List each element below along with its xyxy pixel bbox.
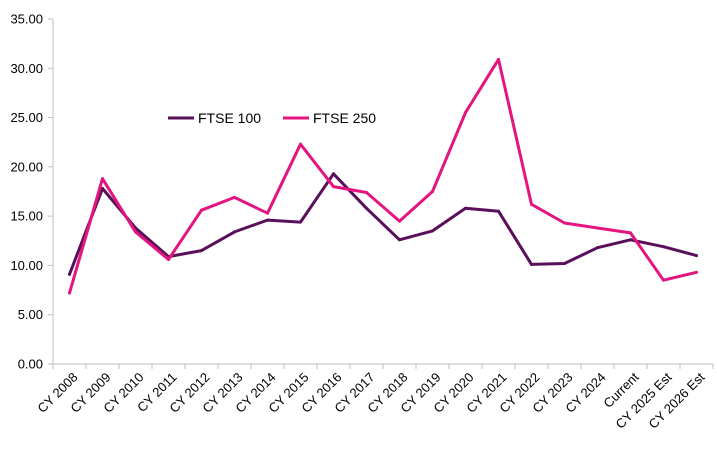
- data-point-ftse-250: [233, 195, 236, 199]
- data-point-ftse-250: [596, 226, 599, 230]
- y-tick-label: 20.00: [10, 159, 43, 174]
- data-point-ftse-250: [629, 231, 632, 235]
- series-layer: [68, 57, 698, 295]
- data-point-ftse-250: [134, 230, 137, 234]
- data-point-ftse-100: [398, 238, 401, 242]
- y-tick-label: 15.00: [10, 209, 43, 224]
- data-point-ftse-250: [497, 57, 500, 61]
- y-tick-label: 25.00: [10, 110, 43, 125]
- data-point-ftse-250: [266, 211, 269, 215]
- data-point-ftse-250: [398, 219, 401, 223]
- data-point-ftse-100: [563, 261, 566, 265]
- data-point-ftse-250: [563, 221, 566, 225]
- y-tick-label: 30.00: [10, 61, 43, 76]
- series-line-ftse-250: [68, 57, 698, 295]
- data-point-ftse-100: [68, 272, 71, 276]
- data-point-ftse-100: [464, 206, 467, 210]
- data-point-ftse-100: [200, 249, 203, 253]
- data-point-ftse-100: [101, 187, 104, 191]
- y-tick-label: 10.00: [10, 258, 43, 273]
- legend-label-ftse-250: FTSE 250: [313, 110, 376, 126]
- data-point-ftse-100: [497, 209, 500, 213]
- data-point-ftse-100: [431, 229, 434, 233]
- data-point-ftse-100: [695, 254, 698, 258]
- data-point-ftse-250: [530, 202, 533, 206]
- data-point-ftse-250: [68, 291, 71, 295]
- y-tick-label: 0.00: [18, 357, 43, 372]
- y-tick-label: 5.00: [18, 307, 43, 322]
- data-point-ftse-250: [299, 142, 302, 146]
- series-line-ftse-100: [68, 172, 698, 276]
- data-point-ftse-250: [662, 278, 665, 282]
- data-point-ftse-100: [266, 218, 269, 222]
- data-point-ftse-250: [695, 270, 698, 274]
- data-point-ftse-250: [332, 185, 335, 189]
- legend: FTSE 100 FTSE 250: [168, 110, 376, 126]
- data-point-ftse-250: [365, 190, 368, 194]
- data-point-ftse-250: [431, 190, 434, 193]
- data-point-ftse-250: [200, 208, 203, 212]
- data-point-ftse-100: [530, 262, 533, 266]
- data-point-ftse-250: [101, 177, 104, 181]
- data-point-ftse-250: [464, 111, 467, 115]
- y-tick-label: 35.00: [10, 12, 43, 27]
- data-point-ftse-100: [629, 238, 632, 242]
- data-point-ftse-100: [365, 206, 368, 210]
- data-point-ftse-250: [167, 258, 170, 262]
- legend-label-ftse-100: FTSE 100: [198, 110, 261, 126]
- data-point-ftse-100: [233, 230, 236, 234]
- data-point-ftse-100: [332, 172, 335, 176]
- data-point-ftse-100: [299, 220, 302, 224]
- data-point-ftse-100: [596, 246, 599, 250]
- data-point-ftse-100: [662, 245, 665, 249]
- y-axis: 0.00 5.00 10.00 15.00 20.00 25.00 30.00 35.00: [10, 12, 54, 372]
